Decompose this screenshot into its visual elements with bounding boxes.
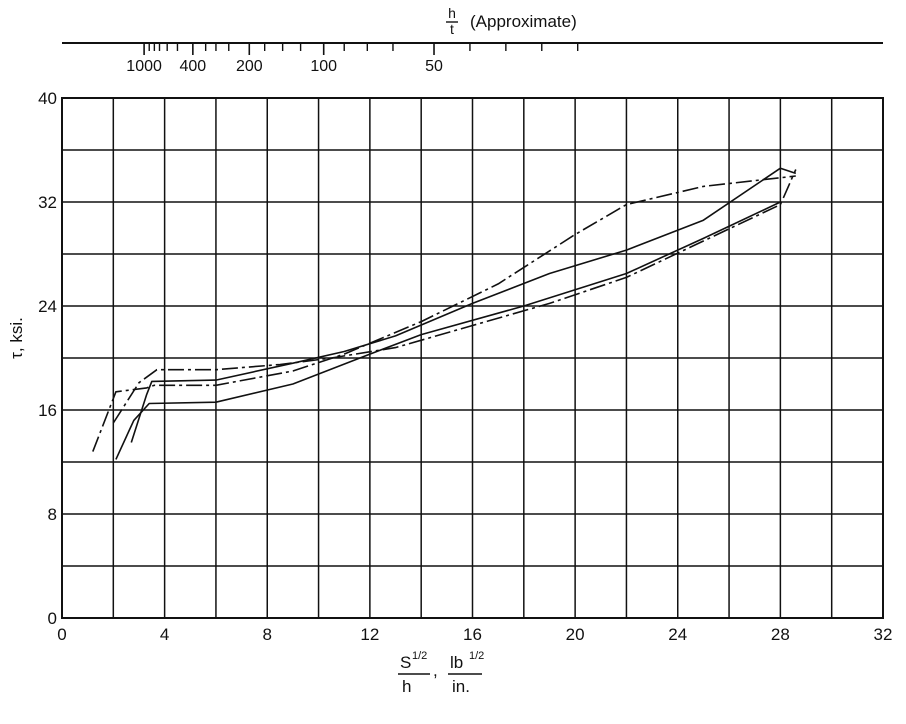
series-line-2 [92,175,796,452]
series-line-1 [115,201,781,460]
grid [61,97,884,619]
series-line-4 [130,167,797,443]
top-axis-tick-label: 200 [236,58,263,75]
y-tick-labels: 0 8 16 24 32 40 [38,89,57,628]
top-axis-tick-label: 100 [310,58,337,75]
x-tick-label: 24 [668,625,687,644]
y-axis-label: τ, ksi. [7,317,26,359]
x-tick-labels: 0 4 8 12 16 20 24 28 32 [57,625,892,644]
x-tick-label: 32 [874,625,893,644]
x-label-num: S [400,653,411,672]
series-group [92,167,797,460]
top-axis-label-note: (Approximate) [470,12,577,31]
top-axis-label-frac: h [448,5,456,21]
x-label-den: h [402,677,411,696]
top-axis: 1000 400 200 100 50 [62,42,883,75]
x-tick-label: 0 [57,625,66,644]
y-tick-label: 8 [48,505,57,524]
x-tick-label: 20 [566,625,585,644]
y-tick-label: 40 [38,89,57,108]
top-axis-tick-label: 400 [179,58,206,75]
top-axis-label: h (Approximate) t [446,5,577,37]
top-axis-tick-label: 50 [425,58,443,75]
x-tick-label: 28 [771,625,790,644]
x-label-unit-exp: 1/2 [469,650,484,662]
x-tick-label: 8 [263,625,272,644]
plot-frame [61,97,884,619]
x-label-sep: , [433,661,438,680]
y-tick-label: 16 [38,401,57,420]
y-tick-label: 24 [38,297,57,316]
x-tick-label: 4 [160,625,169,644]
x-label-num-exp: 1/2 [412,650,427,662]
y-tick-label: 0 [48,609,57,628]
y-tick-label: 32 [38,193,57,212]
x-label-unit-num: lb [450,653,463,672]
top-axis-tick-label: 1000 [126,58,162,75]
series-line-3 [112,169,797,424]
x-tick-label: 16 [463,625,482,644]
top-axis-label-frac-den: t [450,21,454,37]
x-tick-label: 12 [360,625,379,644]
x-label-unit-den: in. [452,677,470,696]
x-axis-label: S 1/2 h , lb 1/2 in. [398,650,484,696]
